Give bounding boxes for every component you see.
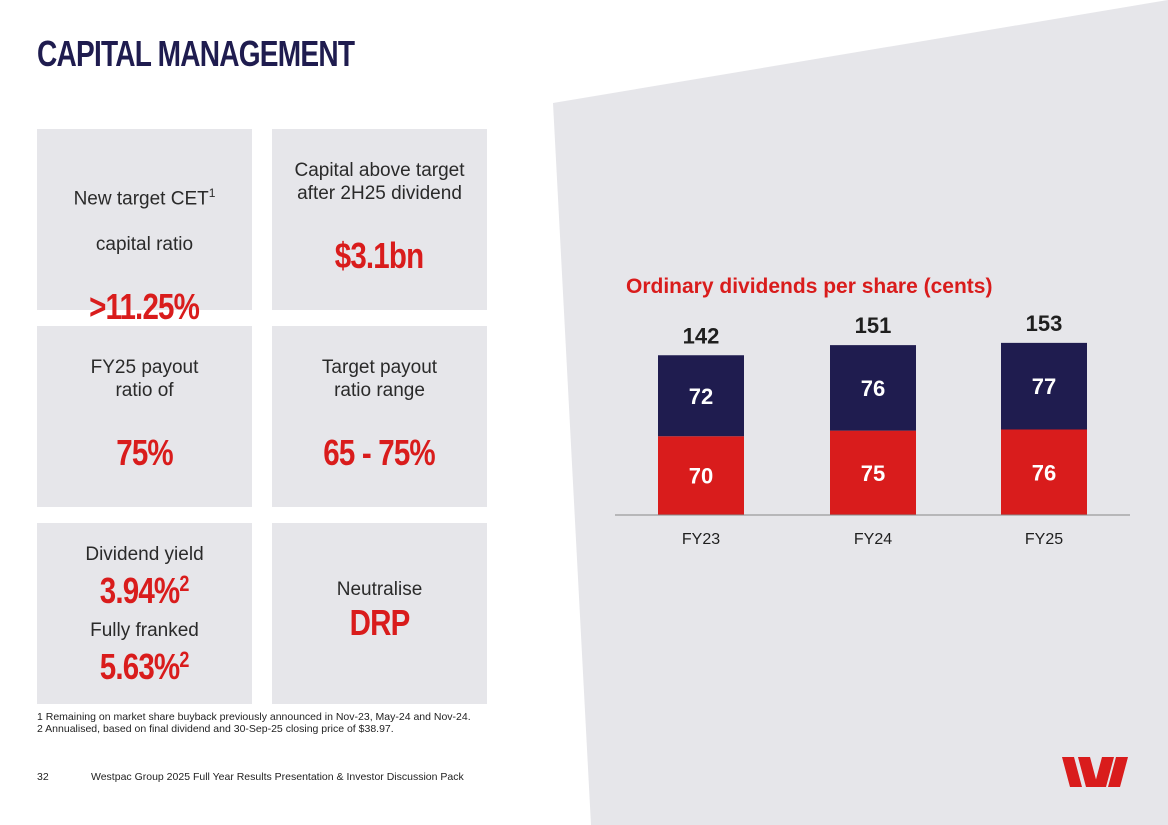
- card-label: Capital above target after 2H25 dividend: [294, 160, 465, 204]
- card-value: 75%: [116, 432, 173, 473]
- bar-value-label: 75: [861, 461, 885, 486]
- card-neutralise-drp: Neutralise DRP: [272, 523, 487, 704]
- x-tick-label: FY24: [854, 531, 892, 548]
- x-tick-label: FY25: [1025, 531, 1063, 548]
- footer-page-number: 32: [37, 771, 49, 783]
- bar-fy24-segment-1: [830, 345, 916, 431]
- westpac-logo-icon: [1062, 757, 1128, 787]
- card-value: >11.25%: [89, 286, 200, 328]
- card-value: 65 - 75%: [323, 432, 436, 473]
- card-label: FY25 payout ratio of: [90, 357, 199, 401]
- card-label: Target payout ratio range: [321, 357, 438, 401]
- card-label: Dividend yield: [85, 544, 204, 565]
- dividend-chart: 70 72 142 FY23 75 76 151 FY24 76 77 153 FY25: [615, 311, 1130, 548]
- chart-title: Ordinary dividends per share (cents): [626, 275, 993, 298]
- bar-fy24-segment-0: [830, 430, 916, 515]
- bar-fy23-segment-1: [658, 355, 744, 437]
- bar-total-label: 153: [1026, 311, 1063, 336]
- card-capital-above-target: Capital above target after 2H25 dividend…: [272, 129, 487, 310]
- x-tick-label: FY23: [682, 531, 720, 548]
- bar-value-label: 72: [689, 384, 713, 409]
- card-label: Neutralise: [336, 579, 423, 600]
- card-target-cet: New target CET1 capital ratio >11.25%: [37, 129, 252, 327]
- bar-total-label: 142: [683, 323, 720, 348]
- page-title: CAPITAL MANAGEMENT: [37, 33, 355, 74]
- card-fy25-payout: FY25 payout ratio of 75%: [37, 326, 252, 507]
- card-value: 3.94%2: [100, 570, 190, 611]
- footer-text: Westpac Group 2025 Full Year Results Pre…: [91, 771, 464, 783]
- bar-fy25-segment-0: [1001, 429, 1087, 515]
- card-value: $3.1bn: [335, 235, 424, 276]
- card-target-payout-range: Target payout ratio range 65 - 75%: [272, 326, 487, 507]
- footnote: 1 Remaining on market share buyback prev…: [37, 711, 471, 723]
- card-value: DRP: [349, 602, 411, 643]
- card-label: New target CET1 capital ratio: [73, 186, 216, 256]
- bar-value-label: 70: [689, 464, 713, 489]
- bar-fy25-segment-1: [1001, 342, 1087, 430]
- bar-value-label: 76: [1032, 460, 1056, 485]
- footnotes: 1 Remaining on market share buyback prev…: [37, 711, 471, 735]
- bar-total-label: 151: [855, 313, 892, 338]
- card-dividend-yield: Dividend yield 3.94%2 Fully franked 5.63…: [37, 523, 252, 704]
- bar-fy23-segment-0: [658, 436, 744, 515]
- footnote: 2 Annualised, based on final dividend an…: [37, 723, 394, 735]
- card-value-secondary: 5.63%2: [100, 646, 190, 687]
- bar-value-label: 76: [861, 376, 885, 401]
- card-label-secondary: Fully franked: [90, 620, 199, 641]
- bar-value-label: 77: [1032, 374, 1056, 399]
